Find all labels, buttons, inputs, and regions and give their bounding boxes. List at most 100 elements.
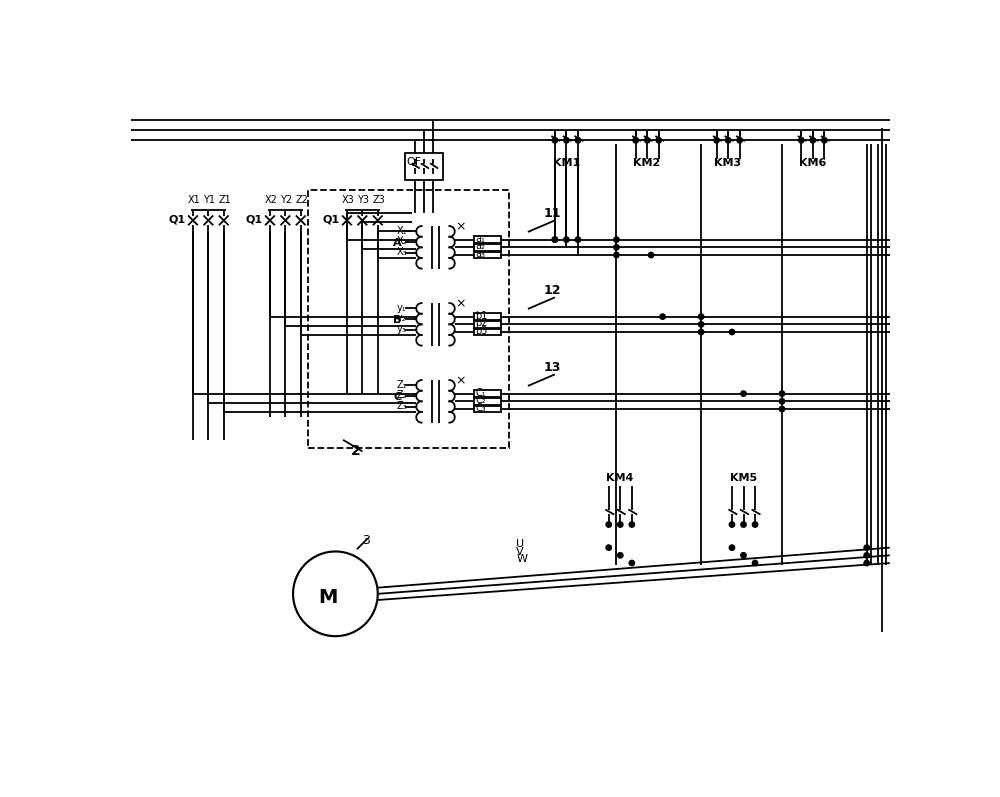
Text: V: V xyxy=(516,547,524,556)
Bar xyxy=(474,236,501,243)
Text: b2: b2 xyxy=(475,318,488,328)
Circle shape xyxy=(737,138,742,143)
Text: Z2: Z2 xyxy=(295,194,308,205)
Text: Y3: Y3 xyxy=(357,194,369,205)
Text: Q1: Q1 xyxy=(168,214,185,225)
Text: a₂: a₂ xyxy=(475,241,485,251)
Text: U: U xyxy=(516,539,524,549)
Bar xyxy=(474,244,501,251)
Text: KM2: KM2 xyxy=(633,159,661,168)
Text: C₃: C₃ xyxy=(475,403,486,413)
Text: M: M xyxy=(318,588,337,607)
Text: 3: 3 xyxy=(362,534,370,547)
Circle shape xyxy=(752,522,758,528)
Text: Z3: Z3 xyxy=(372,194,385,205)
Bar xyxy=(474,328,501,336)
Bar xyxy=(474,406,501,413)
Circle shape xyxy=(614,253,619,257)
Circle shape xyxy=(656,138,661,143)
Circle shape xyxy=(864,552,869,558)
Circle shape xyxy=(810,138,815,143)
Text: y₂: y₂ xyxy=(397,313,407,324)
Circle shape xyxy=(552,237,558,242)
Circle shape xyxy=(614,237,619,242)
Text: 12: 12 xyxy=(543,284,561,296)
Text: KM6: KM6 xyxy=(799,159,826,168)
Circle shape xyxy=(629,560,635,566)
Text: C₁: C₁ xyxy=(475,387,486,398)
Circle shape xyxy=(729,522,735,528)
Circle shape xyxy=(606,545,611,550)
Text: X2: X2 xyxy=(265,194,277,205)
Text: Y2: Y2 xyxy=(280,194,292,205)
Circle shape xyxy=(618,522,623,528)
Circle shape xyxy=(752,560,758,566)
Circle shape xyxy=(648,253,654,257)
Circle shape xyxy=(741,552,746,558)
Circle shape xyxy=(645,138,650,143)
Text: X₂: X₂ xyxy=(397,237,408,246)
Bar xyxy=(405,153,443,180)
Text: ×: × xyxy=(456,297,466,310)
Text: 2: 2 xyxy=(351,444,361,458)
Text: C: C xyxy=(393,392,401,402)
Text: C₂: C₂ xyxy=(475,395,486,405)
Circle shape xyxy=(698,329,704,335)
Text: QF: QF xyxy=(406,157,421,167)
Text: B: B xyxy=(393,315,402,325)
Text: Q1: Q1 xyxy=(322,214,339,225)
Bar xyxy=(474,313,501,320)
Text: a₁: a₁ xyxy=(475,234,485,244)
Circle shape xyxy=(779,406,785,412)
Circle shape xyxy=(564,237,569,242)
Circle shape xyxy=(552,138,558,143)
Text: ×: × xyxy=(456,374,466,387)
Text: b3: b3 xyxy=(475,326,488,336)
Circle shape xyxy=(575,237,581,242)
Circle shape xyxy=(618,552,623,558)
Text: Q1: Q1 xyxy=(245,214,262,225)
Circle shape xyxy=(698,322,704,327)
Circle shape xyxy=(729,545,735,550)
Circle shape xyxy=(660,314,665,320)
Text: A: A xyxy=(393,238,402,248)
Text: Y1: Y1 xyxy=(203,194,215,205)
Circle shape xyxy=(564,138,569,143)
Text: Z₁: Z₁ xyxy=(397,379,408,390)
Circle shape xyxy=(629,522,635,528)
Circle shape xyxy=(864,545,869,550)
Circle shape xyxy=(729,329,735,335)
Text: Z₃: Z₃ xyxy=(397,401,408,411)
Text: b1: b1 xyxy=(475,311,488,320)
Circle shape xyxy=(614,245,619,250)
Circle shape xyxy=(725,138,731,143)
Text: 11: 11 xyxy=(543,206,561,219)
Circle shape xyxy=(714,138,719,143)
Text: KM4: KM4 xyxy=(606,473,634,483)
Circle shape xyxy=(864,560,869,566)
Text: a₃: a₃ xyxy=(475,249,485,259)
Circle shape xyxy=(552,237,558,242)
Text: X3: X3 xyxy=(342,194,354,205)
Bar xyxy=(474,391,501,397)
Text: W: W xyxy=(516,554,527,564)
Circle shape xyxy=(822,138,827,143)
Text: Z1: Z1 xyxy=(218,194,231,205)
Text: KM5: KM5 xyxy=(730,473,757,483)
Text: KM3: KM3 xyxy=(714,159,741,168)
Circle shape xyxy=(741,391,746,396)
Circle shape xyxy=(741,522,746,528)
Circle shape xyxy=(779,398,785,404)
Text: ×: × xyxy=(456,220,466,233)
Text: y₁: y₁ xyxy=(397,303,407,312)
Circle shape xyxy=(799,138,804,143)
Circle shape xyxy=(633,138,638,143)
Text: y₃: y₃ xyxy=(397,324,407,334)
Text: X1: X1 xyxy=(188,194,200,205)
Text: X₁: X₁ xyxy=(397,226,408,236)
Circle shape xyxy=(575,138,581,143)
Text: X₃: X₃ xyxy=(397,247,408,257)
Bar xyxy=(308,190,509,448)
Bar xyxy=(474,398,501,405)
Circle shape xyxy=(698,314,704,320)
